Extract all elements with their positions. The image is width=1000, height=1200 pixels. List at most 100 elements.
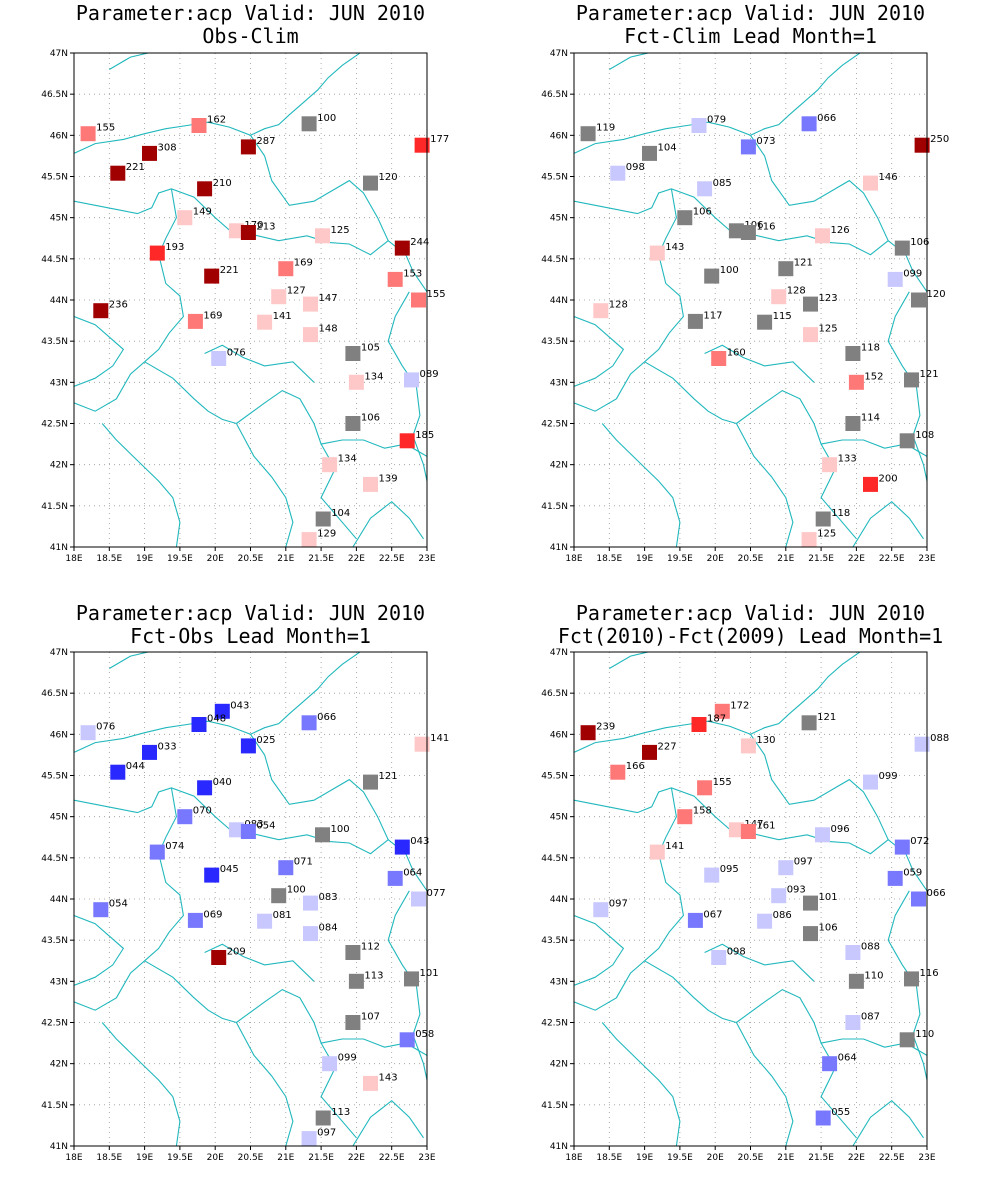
x-tick-label: 19E xyxy=(136,554,153,564)
station-marker xyxy=(691,717,707,732)
coastline xyxy=(74,787,427,892)
station-marker xyxy=(740,225,756,240)
y-tick-label: 45.5N xyxy=(541,173,568,183)
station-value-label: 081 xyxy=(273,910,292,921)
coastline xyxy=(74,53,361,154)
station-marker xyxy=(187,313,203,329)
station-value-label: 099 xyxy=(879,771,898,782)
x-tick-label: 20E xyxy=(707,1153,724,1163)
station-marker xyxy=(348,374,364,390)
station-marker xyxy=(649,844,665,860)
panel-subtitle: Fct(2010)-Fct(2009) Lead Month=1 xyxy=(558,624,943,648)
station-value-label: 064 xyxy=(838,1053,857,1064)
coastline xyxy=(574,652,861,753)
y-tick-label: 41.5N xyxy=(541,502,568,512)
station-value-label: 152 xyxy=(864,371,883,382)
coastline xyxy=(574,188,927,293)
station-value-label: 055 xyxy=(831,1107,850,1118)
station-value-label: 177 xyxy=(430,134,449,145)
station-value-label: 097 xyxy=(317,1128,336,1139)
station-marker xyxy=(315,511,331,527)
y-tick-label: 42N xyxy=(550,461,568,471)
station-value-label: 209 xyxy=(227,947,246,958)
station-marker xyxy=(845,945,861,960)
x-tick-label: 18E xyxy=(565,554,582,564)
station-marker xyxy=(387,271,403,287)
station-marker xyxy=(271,888,287,904)
station-value-label: 107 xyxy=(361,1012,380,1023)
station-marker xyxy=(394,240,410,256)
station-marker xyxy=(803,296,818,312)
station-value-label: 100 xyxy=(720,265,739,276)
station-marker xyxy=(93,303,109,319)
y-tick-label: 47N xyxy=(550,49,568,59)
station-value-label: 169 xyxy=(203,310,222,321)
station-marker xyxy=(642,145,657,161)
y-tick-label: 46.5N xyxy=(541,689,568,699)
coastline xyxy=(352,500,424,547)
station-marker xyxy=(187,912,203,928)
y-tick-label: 44.5N xyxy=(541,854,568,864)
x-tick-label: 22.5E xyxy=(879,1153,905,1163)
station-marker xyxy=(887,271,903,287)
station-marker xyxy=(322,1056,338,1072)
y-tick-label: 41.5N xyxy=(41,1101,68,1111)
y-tick-label: 45.5N xyxy=(41,772,68,782)
station-marker xyxy=(303,296,318,312)
station-marker xyxy=(801,532,817,548)
station-marker xyxy=(815,827,830,843)
station-marker xyxy=(911,891,926,907)
station-value-label: 101 xyxy=(420,968,439,979)
y-tick-label: 46.5N xyxy=(41,689,68,699)
station-marker xyxy=(411,292,426,308)
station-value-label: 250 xyxy=(930,134,949,145)
station-value-label: 116 xyxy=(756,222,775,233)
y-tick-label: 43.5N xyxy=(41,337,68,347)
station-value-label: 227 xyxy=(658,741,677,752)
y-tick-label: 41.5N xyxy=(541,1101,568,1111)
station-marker xyxy=(610,165,626,181)
station-value-label: 121 xyxy=(794,258,813,269)
station-value-label: 085 xyxy=(713,178,732,189)
station-marker xyxy=(803,895,818,911)
coastline xyxy=(109,652,149,669)
y-tick-label: 41N xyxy=(550,1142,568,1152)
coastline xyxy=(574,315,625,387)
station-value-label: 120 xyxy=(379,172,398,183)
x-tick-label: 23E xyxy=(418,554,435,564)
coastline xyxy=(235,1022,294,1146)
station-value-label: 093 xyxy=(787,885,806,896)
station-marker xyxy=(348,973,364,989)
panel-subtitle: Fct-Clim Lead Month=1 xyxy=(624,24,877,48)
station-marker xyxy=(894,839,910,855)
station-marker xyxy=(757,314,773,330)
station-value-label: 129 xyxy=(317,529,336,540)
panel-subtitle: Fct-Obs Lead Month=1 xyxy=(130,624,371,648)
panel-title: Parameter:acp Valid: JUN 2010 xyxy=(76,601,425,625)
station-value-label: 097 xyxy=(609,899,628,910)
station-value-label: 221 xyxy=(220,265,239,276)
x-tick-label: 22E xyxy=(348,554,365,564)
station-value-label: 127 xyxy=(287,286,306,297)
station-marker xyxy=(322,457,338,473)
station-marker xyxy=(894,240,910,256)
y-tick-label: 46.5N xyxy=(41,90,68,100)
station-value-label: 143 xyxy=(665,242,684,253)
station-marker xyxy=(257,314,273,330)
station-marker xyxy=(740,824,756,839)
station-value-label: 088 xyxy=(861,942,880,953)
station-marker xyxy=(191,118,207,133)
station-marker xyxy=(240,738,256,754)
panel-subtitle: Obs-Clim xyxy=(202,24,298,48)
station-value-label: 149 xyxy=(193,207,212,218)
y-tick-label: 44N xyxy=(550,296,568,306)
station-value-label: 054 xyxy=(256,821,275,832)
x-tick-label: 19E xyxy=(636,554,653,564)
x-tick-label: 22E xyxy=(848,1153,865,1163)
station-marker xyxy=(822,457,838,473)
x-tick-label: 19.5E xyxy=(167,554,193,564)
x-tick-label: 21E xyxy=(777,1153,794,1163)
station-marker xyxy=(845,346,861,361)
